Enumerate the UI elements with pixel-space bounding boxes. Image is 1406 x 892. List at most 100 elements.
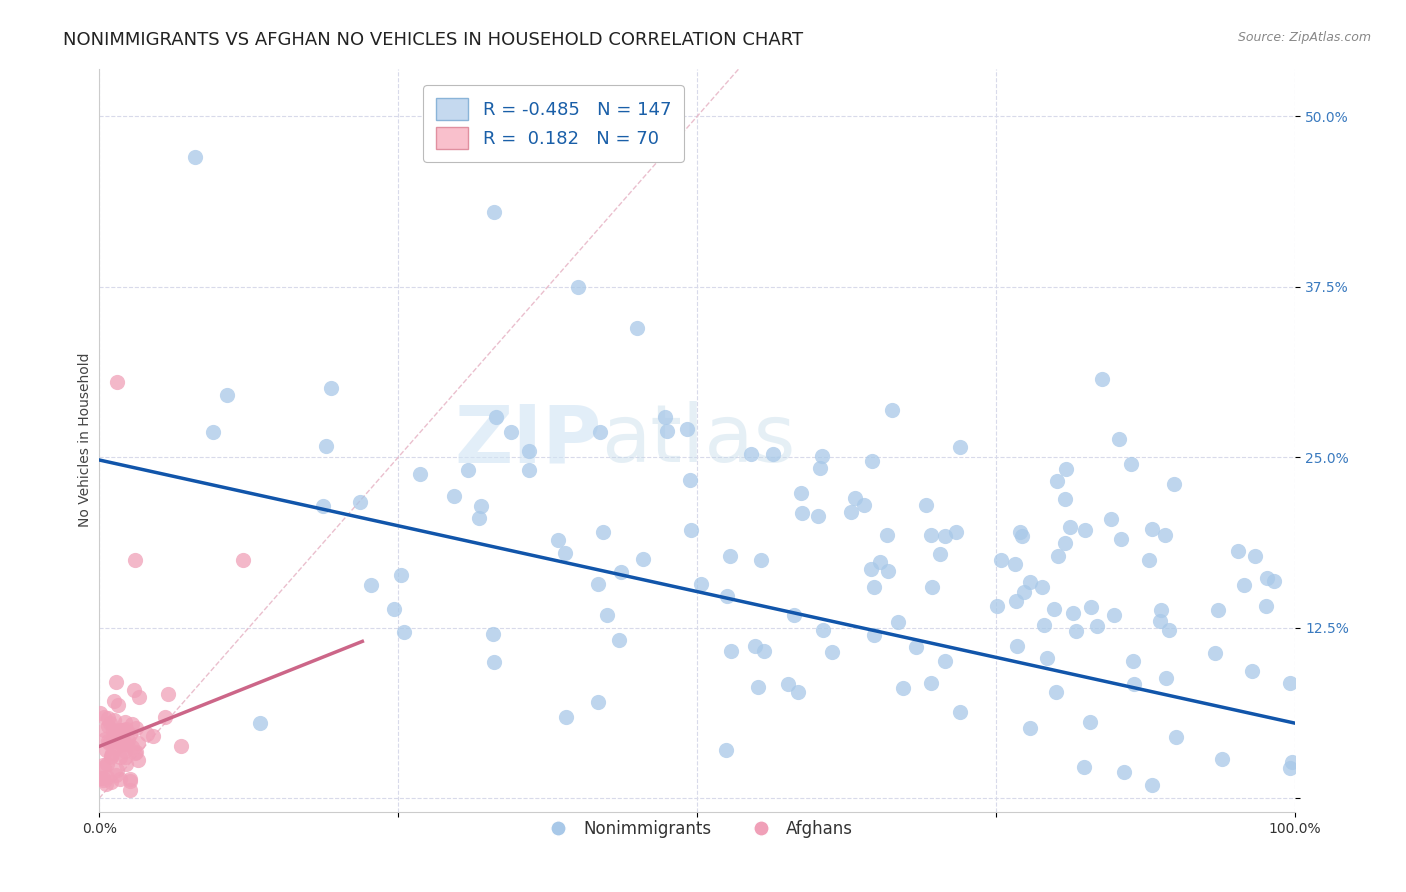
Point [1054,462,1077,476]
Point [120,783,142,797]
Point [681,523,703,537]
Point [1047,549,1070,564]
Point [679,473,702,487]
Point [852,498,875,512]
Point [110,737,132,751]
Text: atlas: atlas [602,401,796,479]
Point [610,566,633,580]
Point [675,422,697,436]
Point [1036,650,1059,665]
Point [142,729,165,743]
Point [112,736,135,750]
Point [112,723,135,738]
Point [990,553,1012,567]
Point [128,690,150,704]
Point [114,737,136,751]
Point [716,590,738,604]
Point [499,425,522,439]
Point [588,695,610,709]
Point [1149,614,1171,628]
Point [122,682,145,697]
Point [1244,549,1267,564]
Point [104,740,127,755]
Point [93,760,115,774]
Point [891,681,914,695]
Point [184,150,207,164]
Point [121,739,143,754]
Point [1080,600,1102,615]
Point [91,772,114,787]
Point [877,564,900,578]
Point [457,462,479,476]
Point [125,745,148,759]
Point [1156,671,1178,685]
Point [232,552,254,566]
Point [762,447,785,461]
Point [115,756,138,771]
Point [790,485,813,500]
Point [1281,756,1303,770]
Point [103,731,125,746]
Point [96,743,118,757]
Point [94,732,117,747]
Point [312,499,335,513]
Point [915,498,938,512]
Point [654,410,676,425]
Point [554,546,576,560]
Point [124,552,146,566]
Point [96,770,118,784]
Point [1122,654,1144,668]
Legend: Nonimmigrants, Afghans: Nonimmigrants, Afghans [534,814,860,845]
Point [547,533,569,547]
Point [860,454,883,468]
Point [117,732,139,747]
Point [170,739,193,753]
Point [349,495,371,509]
Point [1263,574,1285,588]
Point [105,674,128,689]
Point [91,771,114,785]
Point [114,749,136,764]
Point [905,640,928,655]
Point [934,653,956,667]
Point [382,601,405,615]
Point [1062,606,1084,620]
Point [555,710,578,724]
Text: NONIMMIGRANTS VS AFGHAN NO VEHICLES IN HOUSEHOLD CORRELATION CHART: NONIMMIGRANTS VS AFGHAN NO VEHICLES IN H… [63,31,803,49]
Point [929,548,952,562]
Point [607,633,630,648]
Point [776,677,799,691]
Point [860,562,883,576]
Point [1137,553,1160,567]
Point [1109,532,1132,546]
Point [1140,778,1163,792]
Y-axis label: No Vehicles in Household: No Vehicles in Household [79,353,93,527]
Point [93,710,115,724]
Point [1211,752,1233,766]
Point [1159,624,1181,638]
Point [1279,761,1302,775]
Point [105,376,128,390]
Point [482,627,505,641]
Point [470,499,492,513]
Point [626,320,648,334]
Point [1108,432,1130,446]
Point [844,491,866,506]
Point [125,721,148,735]
Point [90,771,112,785]
Point [103,713,125,727]
Point [103,694,125,708]
Point [657,424,679,438]
Point [1123,676,1146,690]
Point [945,524,967,539]
Text: Source: ZipAtlas.com: Source: ZipAtlas.com [1237,31,1371,45]
Point [1045,684,1067,698]
Point [97,734,120,748]
Point [101,723,124,737]
Point [96,756,118,771]
Point [1066,624,1088,638]
Point [107,723,129,737]
Point [1059,520,1081,534]
Point [93,723,115,738]
Point [1080,714,1102,729]
